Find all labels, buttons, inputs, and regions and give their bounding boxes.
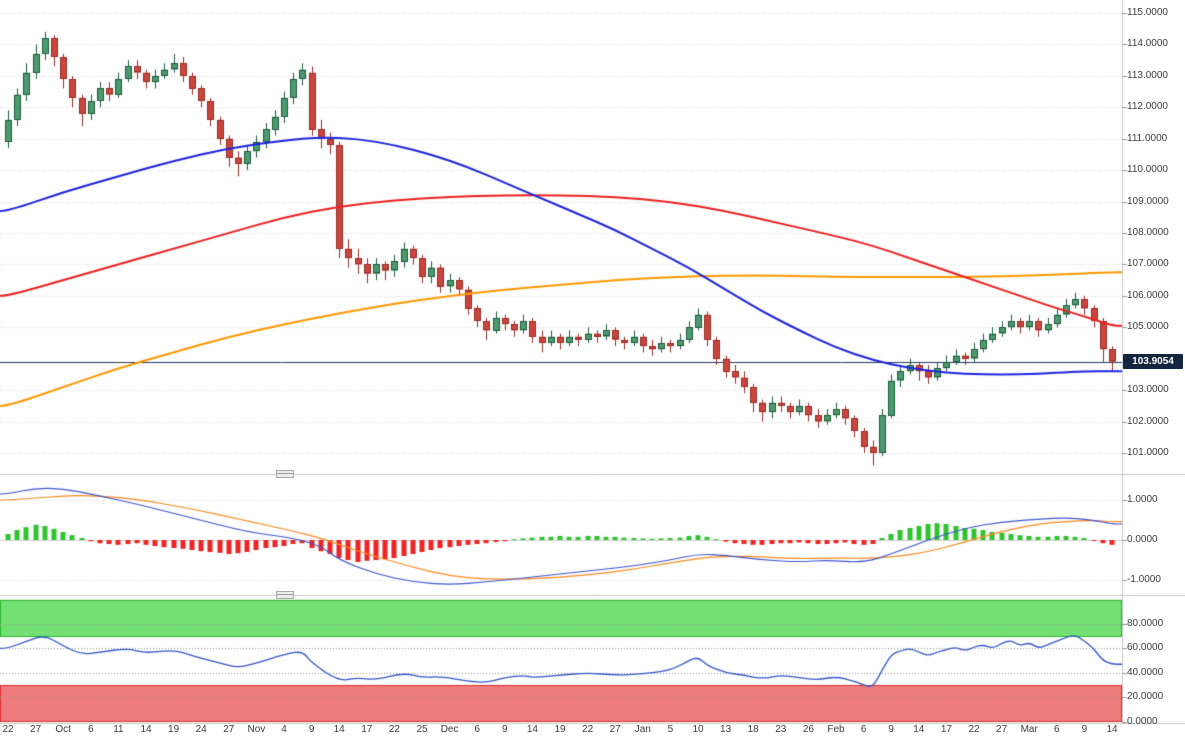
price-axis-label: 115.0000 [1127, 7, 1168, 18]
price-axis-label: 106.0000 [1127, 289, 1169, 301]
x-axis-label: Jan [634, 724, 651, 735]
rsi-axis-label: 60.0000 [1127, 642, 1164, 654]
rsi-axis-label: 20.0000 [1127, 691, 1164, 703]
current-price-badge: 103.9054 [1123, 354, 1183, 369]
macd-axis-label: 1.0000 [1127, 494, 1158, 505]
x-axis-label: 6 [88, 724, 94, 735]
x-axis-label: Nov [247, 724, 266, 735]
rsi-axis-label: 0.0000 [1127, 715, 1158, 727]
x-axis-label: 6 [1054, 724, 1060, 735]
x-axis-label: 9 [1081, 724, 1088, 735]
x-axis-label: 14 [913, 724, 925, 735]
x-axis-label: 26 [802, 724, 814, 735]
x-axis-label: Feb [827, 724, 845, 735]
x-axis-label: 13 [720, 724, 732, 735]
price-axis-label: 110.0000 [1127, 164, 1168, 176]
rsi-axis-label: 40.0000 [1127, 666, 1164, 678]
x-axis-label: 6 [474, 724, 480, 735]
x-axis-label: 14 [333, 724, 345, 735]
x-axis-label: 27 [996, 724, 1008, 735]
x-axis-label: 9 [308, 724, 315, 735]
x-axis-label: 27 [223, 724, 235, 735]
x-axis-label: 9 [888, 724, 894, 735]
panel-resize-handle-macd[interactable] [276, 470, 294, 478]
price-axis-label: 105.0000 [1127, 321, 1169, 333]
price-axis-label: 108.0000 [1127, 227, 1169, 238]
price-axis-label: 101.0000 [1127, 447, 1169, 459]
x-axis-label: 14 [1106, 724, 1118, 735]
price-axis-label: 103.0000 [1127, 384, 1169, 396]
x-axis-label: 14 [140, 724, 152, 735]
price-axis-label: 102.0000 [1127, 415, 1169, 427]
x-axis-label: 17 [361, 724, 373, 735]
price-axis-label: 112.0000 [1127, 101, 1168, 113]
panel-resize-handle-rsi[interactable] [276, 591, 294, 599]
x-axis-label: 22 [2, 724, 14, 735]
x-axis-label: 18 [747, 724, 759, 735]
x-axis-label: 9 [502, 724, 508, 735]
price-axis-label: 114.0000 [1127, 38, 1168, 50]
x-axis-label: 17 [940, 724, 952, 735]
x-axis-label: 10 [692, 724, 704, 735]
x-axis-label: 4 [281, 724, 287, 735]
x-axis-label: 23 [775, 724, 787, 735]
x-axis-label: 22 [388, 724, 400, 735]
x-axis-label: 19 [168, 724, 180, 735]
x-axis-label: 5 [667, 724, 674, 735]
x-axis-label: 19 [554, 724, 566, 735]
x-axis-label: 24 [195, 724, 207, 735]
macd-axis-label: 0.0000 [1127, 534, 1158, 545]
price-axis-label: 113.0000 [1127, 69, 1168, 81]
x-axis-label: 14 [526, 724, 538, 735]
x-axis-label: Dec [440, 724, 459, 735]
x-axis-label: 6 [860, 724, 867, 735]
x-axis-label: 11 [113, 724, 124, 735]
price-axis-label: 107.0000 [1127, 258, 1169, 270]
x-axis-label: Mar [1020, 724, 1038, 735]
x-axis-label: 22 [582, 724, 594, 735]
x-axis-label: 25 [416, 724, 428, 735]
macd-axis-label: -1.0000 [1127, 574, 1161, 585]
price-axis-label: 109.0000 [1127, 195, 1169, 207]
x-axis-label: 27 [609, 724, 621, 735]
price-axis-label: 111.0000 [1127, 132, 1168, 144]
x-axis-label: Oct [55, 724, 71, 735]
x-axis-label: 27 [30, 724, 42, 735]
rsi-axis-label: 80.0000 [1127, 618, 1164, 630]
x-axis-label: 22 [968, 724, 980, 735]
